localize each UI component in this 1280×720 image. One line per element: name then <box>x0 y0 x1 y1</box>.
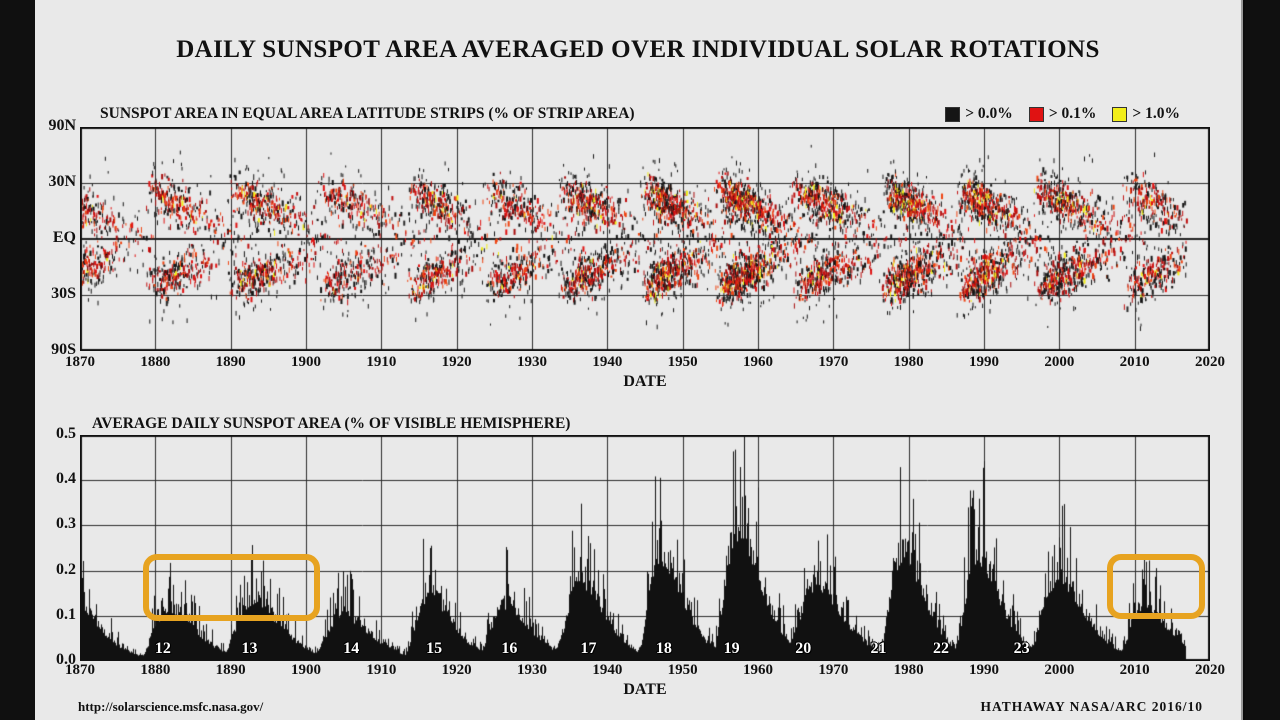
letterbox-left <box>0 0 35 720</box>
bottom-x-tick-label: 1880 <box>140 662 171 678</box>
bottom-y-tick-label: 0.2 <box>56 560 76 578</box>
bottom-xaxis-title: DATE <box>623 681 667 698</box>
top-x-tick-label: 1900 <box>291 354 321 370</box>
cycle-number-label: 12 <box>154 640 171 657</box>
bottom-x-tick-label: 1930 <box>517 662 547 678</box>
letterbox-right <box>1245 0 1280 720</box>
bottom-x-tick-label: 1920 <box>441 662 472 678</box>
top-xaxis-title: DATE <box>623 373 667 390</box>
sunspot-area-canvas <box>80 435 1210 661</box>
cycle-number-label: 23 <box>1013 640 1030 657</box>
top-y-tick-label: 90N <box>48 117 76 134</box>
cycle-number-label: 17 <box>580 640 597 657</box>
top-x-tick-label: 1880 <box>140 354 171 370</box>
highlight-box-left <box>142 554 320 622</box>
top-x-tick-label: 1980 <box>893 354 924 370</box>
bottom-y-tick-label: 0.4 <box>56 470 76 488</box>
bottom-x-tick-label: 2010 <box>1119 662 1150 678</box>
cycle-number-label: 14 <box>343 640 360 657</box>
top-y-tick-label: EQ <box>52 229 76 246</box>
legend-swatch-icon <box>1028 106 1044 122</box>
bottom-y-tick-label: 0.0 <box>56 651 76 668</box>
legend-item-0: > 0.0% <box>945 105 1013 123</box>
butterfly-chart-title: SUNSPOT AREA IN EQUAL AREA LATITUDE STRI… <box>100 105 635 122</box>
credit-text: HATHAWAY NASA/ARC 2016/10 <box>980 699 1203 714</box>
legend-label: > 1.0% <box>1132 105 1180 122</box>
cycle-number-label: 15 <box>426 640 443 657</box>
top-x-tick-label: 2010 <box>1119 354 1150 370</box>
legend-swatch-icon <box>945 106 961 122</box>
top-x-tick-label: 1990 <box>969 354 999 370</box>
top-y-tick-label: 30N <box>48 173 76 190</box>
bottom-y-tick-label: 0.1 <box>56 605 76 623</box>
cycle-number-label: 22 <box>933 640 950 657</box>
legend-label: > 0.0% <box>965 105 1013 122</box>
bottom-x-tick-label: 2000 <box>1044 662 1075 678</box>
top-x-tick-label: 1930 <box>517 354 547 370</box>
bottom-x-tick-label: 1990 <box>969 662 999 678</box>
top-x-tick-label: 2020 <box>1195 354 1225 370</box>
top-x-tick-label: 1970 <box>818 354 849 370</box>
legend-swatch-icon <box>1112 106 1128 122</box>
cycle-number-label: 21 <box>870 640 887 657</box>
bottom-x-tick-label: 1970 <box>818 662 849 678</box>
bottom-x-tick-label: 1960 <box>743 662 773 678</box>
bottom-y-tick-label: 0.3 <box>56 515 76 533</box>
butterfly-legend: > 0.0% > 0.1% > 1.0% <box>945 105 1180 123</box>
cycle-number-label: 16 <box>501 640 518 657</box>
plot-slide: DAILY SUNSPOT AREA AVERAGED OVER INDIVID… <box>35 0 1243 720</box>
bottom-x-tick-label: 1980 <box>893 662 924 678</box>
top-y-tick-label: 30S <box>51 285 76 302</box>
top-x-tick-label: 1890 <box>215 354 246 370</box>
top-x-tick-label: 1950 <box>667 354 698 370</box>
butterfly-diagram-canvas <box>80 127 1210 351</box>
legend-label: > 0.1% <box>1048 105 1097 122</box>
bottom-x-tick-label: 1950 <box>667 662 698 678</box>
cycle-number-label: 13 <box>241 640 258 657</box>
top-x-tick-label: 1960 <box>743 354 773 370</box>
bottom-x-tick-label: 1910 <box>366 662 397 678</box>
bottom-x-tick-label: 1940 <box>592 662 623 678</box>
top-x-tick-label: 1920 <box>441 354 472 370</box>
source-url-text: http://solarscience.msfc.nasa.gov/ <box>78 699 264 714</box>
cycle-number-label: 20 <box>795 640 812 657</box>
bottom-x-tick-label: 1900 <box>291 662 321 678</box>
legend-item-1: > 0.1% <box>1028 105 1097 123</box>
cycle-number-label: 18 <box>655 640 672 657</box>
page-title: DAILY SUNSPOT AREA AVERAGED OVER INDIVID… <box>176 36 1100 63</box>
cycle-number-label: 19 <box>723 640 740 657</box>
bottom-x-tick-label: 2020 <box>1195 662 1225 678</box>
bottom-y-tick-label: 0.5 <box>56 425 76 442</box>
top-x-tick-label: 1940 <box>592 354 623 370</box>
top-x-tick-label: 2000 <box>1044 354 1075 370</box>
legend-item-2: > 1.0% <box>1112 105 1180 123</box>
top-x-tick-label: 1870 <box>65 354 95 370</box>
top-x-tick-label: 1910 <box>366 354 397 370</box>
bottom-x-tick-label: 1890 <box>215 662 246 678</box>
highlight-box-right <box>1106 554 1205 620</box>
area-chart-title: AVERAGE DAILY SUNSPOT AREA (% OF VISIBLE… <box>92 415 571 432</box>
top-y-tick-label: 90S <box>51 341 76 358</box>
bottom-x-tick-label: 1870 <box>65 662 95 678</box>
